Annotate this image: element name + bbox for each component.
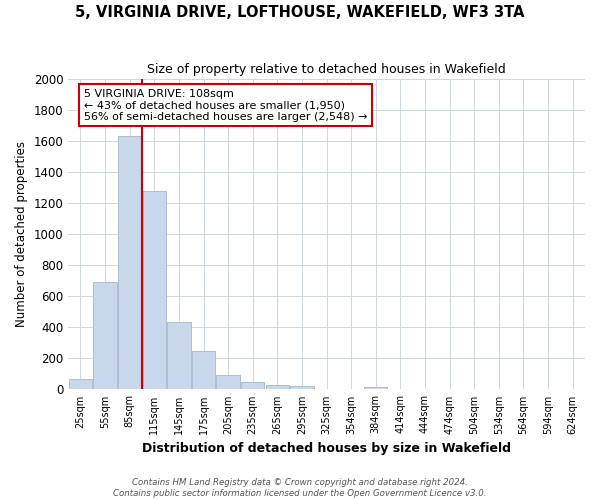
Text: Contains HM Land Registry data © Crown copyright and database right 2024.
Contai: Contains HM Land Registry data © Crown c…	[113, 478, 487, 498]
Bar	[143, 191, 166, 390]
Text: 5 VIRGINIA DRIVE: 108sqm
← 43% of detached houses are smaller (1,950)
56% of sem: 5 VIRGINIA DRIVE: 108sqm ← 43% of detach…	[83, 88, 367, 122]
X-axis label: Distribution of detached houses by size in Wakefield: Distribution of detached houses by size …	[142, 442, 511, 455]
Bar	[266, 385, 289, 390]
Y-axis label: Number of detached properties: Number of detached properties	[15, 142, 28, 328]
Text: 5, VIRGINIA DRIVE, LOFTHOUSE, WAKEFIELD, WF3 3TA: 5, VIRGINIA DRIVE, LOFTHOUSE, WAKEFIELD,…	[75, 5, 525, 20]
Bar	[192, 350, 215, 390]
Bar	[167, 322, 191, 390]
Bar	[241, 382, 265, 390]
Title: Size of property relative to detached houses in Wakefield: Size of property relative to detached ho…	[147, 62, 506, 76]
Bar	[364, 387, 388, 390]
Bar	[94, 282, 117, 390]
Bar	[118, 136, 142, 390]
Bar	[290, 386, 314, 390]
Bar	[217, 376, 240, 390]
Bar	[69, 380, 92, 390]
